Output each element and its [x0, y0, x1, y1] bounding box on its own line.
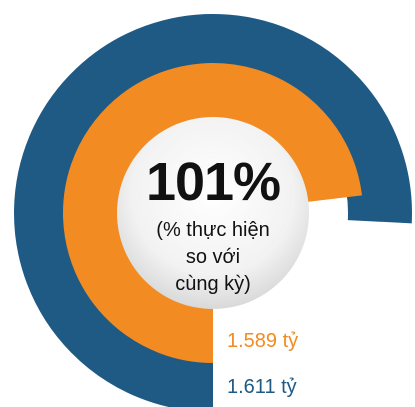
center-percentage: 101% [146, 152, 280, 212]
inner-ring-value-label: 1.589 tỷ [227, 330, 298, 352]
center-caption-line-2: so với [186, 246, 240, 268]
outer-ring-value-label: 1.611 tỷ [227, 376, 297, 398]
center-circle [117, 117, 309, 309]
center-caption-line-3: cùng kỳ) [175, 273, 251, 295]
inner-ring-arc [63, 63, 362, 363]
center-caption-line-1: (% thực hiện [156, 219, 269, 241]
outer-ring-arc [14, 14, 412, 407]
